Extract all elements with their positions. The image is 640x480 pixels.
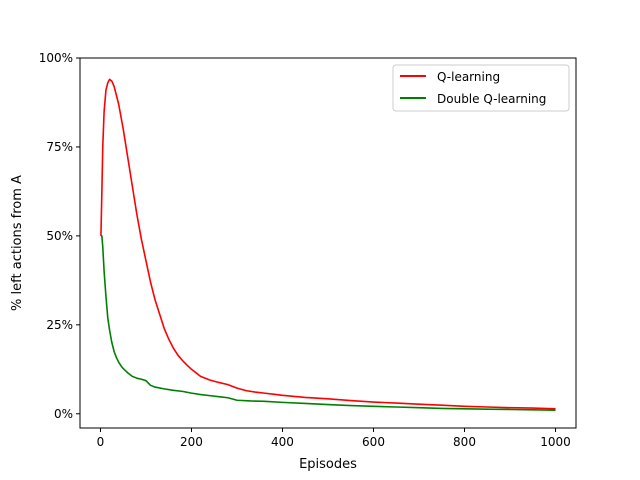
plot-frame — [79, 57, 577, 429]
y-tick-label: 100% — [39, 51, 73, 65]
x-tick-label: 600 — [362, 435, 385, 449]
legend: Q-learning Double Q-learning — [392, 64, 570, 112]
legend-box — [392, 64, 570, 112]
legend-label-double-q-learning: Double Q-learning — [437, 92, 546, 106]
x-axis-ticks: 0 200 400 600 800 1000 — [97, 428, 571, 449]
legend-label-q-learning: Q-learning — [437, 70, 500, 84]
y-axis-ticks: 0% 25% 50% 75% 100% — [39, 51, 80, 421]
y-tick-label: 50% — [46, 229, 73, 243]
y-tick-label: 0% — [54, 407, 73, 421]
x-tick-label: 0 — [97, 435, 105, 449]
y-tick-label: 75% — [46, 140, 73, 154]
x-tick-label: 400 — [271, 435, 294, 449]
x-tick-label: 800 — [453, 435, 476, 449]
series-line-double-q-learning — [100, 235, 556, 412]
x-tick-label: 1000 — [540, 435, 571, 449]
y-axis-label: % left actions from A — [10, 175, 25, 311]
series-line-q-learning — [100, 78, 556, 410]
x-tick-label: 200 — [180, 435, 203, 449]
series-layer — [100, 78, 556, 412]
y-tick-label: 25% — [46, 318, 73, 332]
x-axis-label: Episodes — [299, 457, 357, 472]
